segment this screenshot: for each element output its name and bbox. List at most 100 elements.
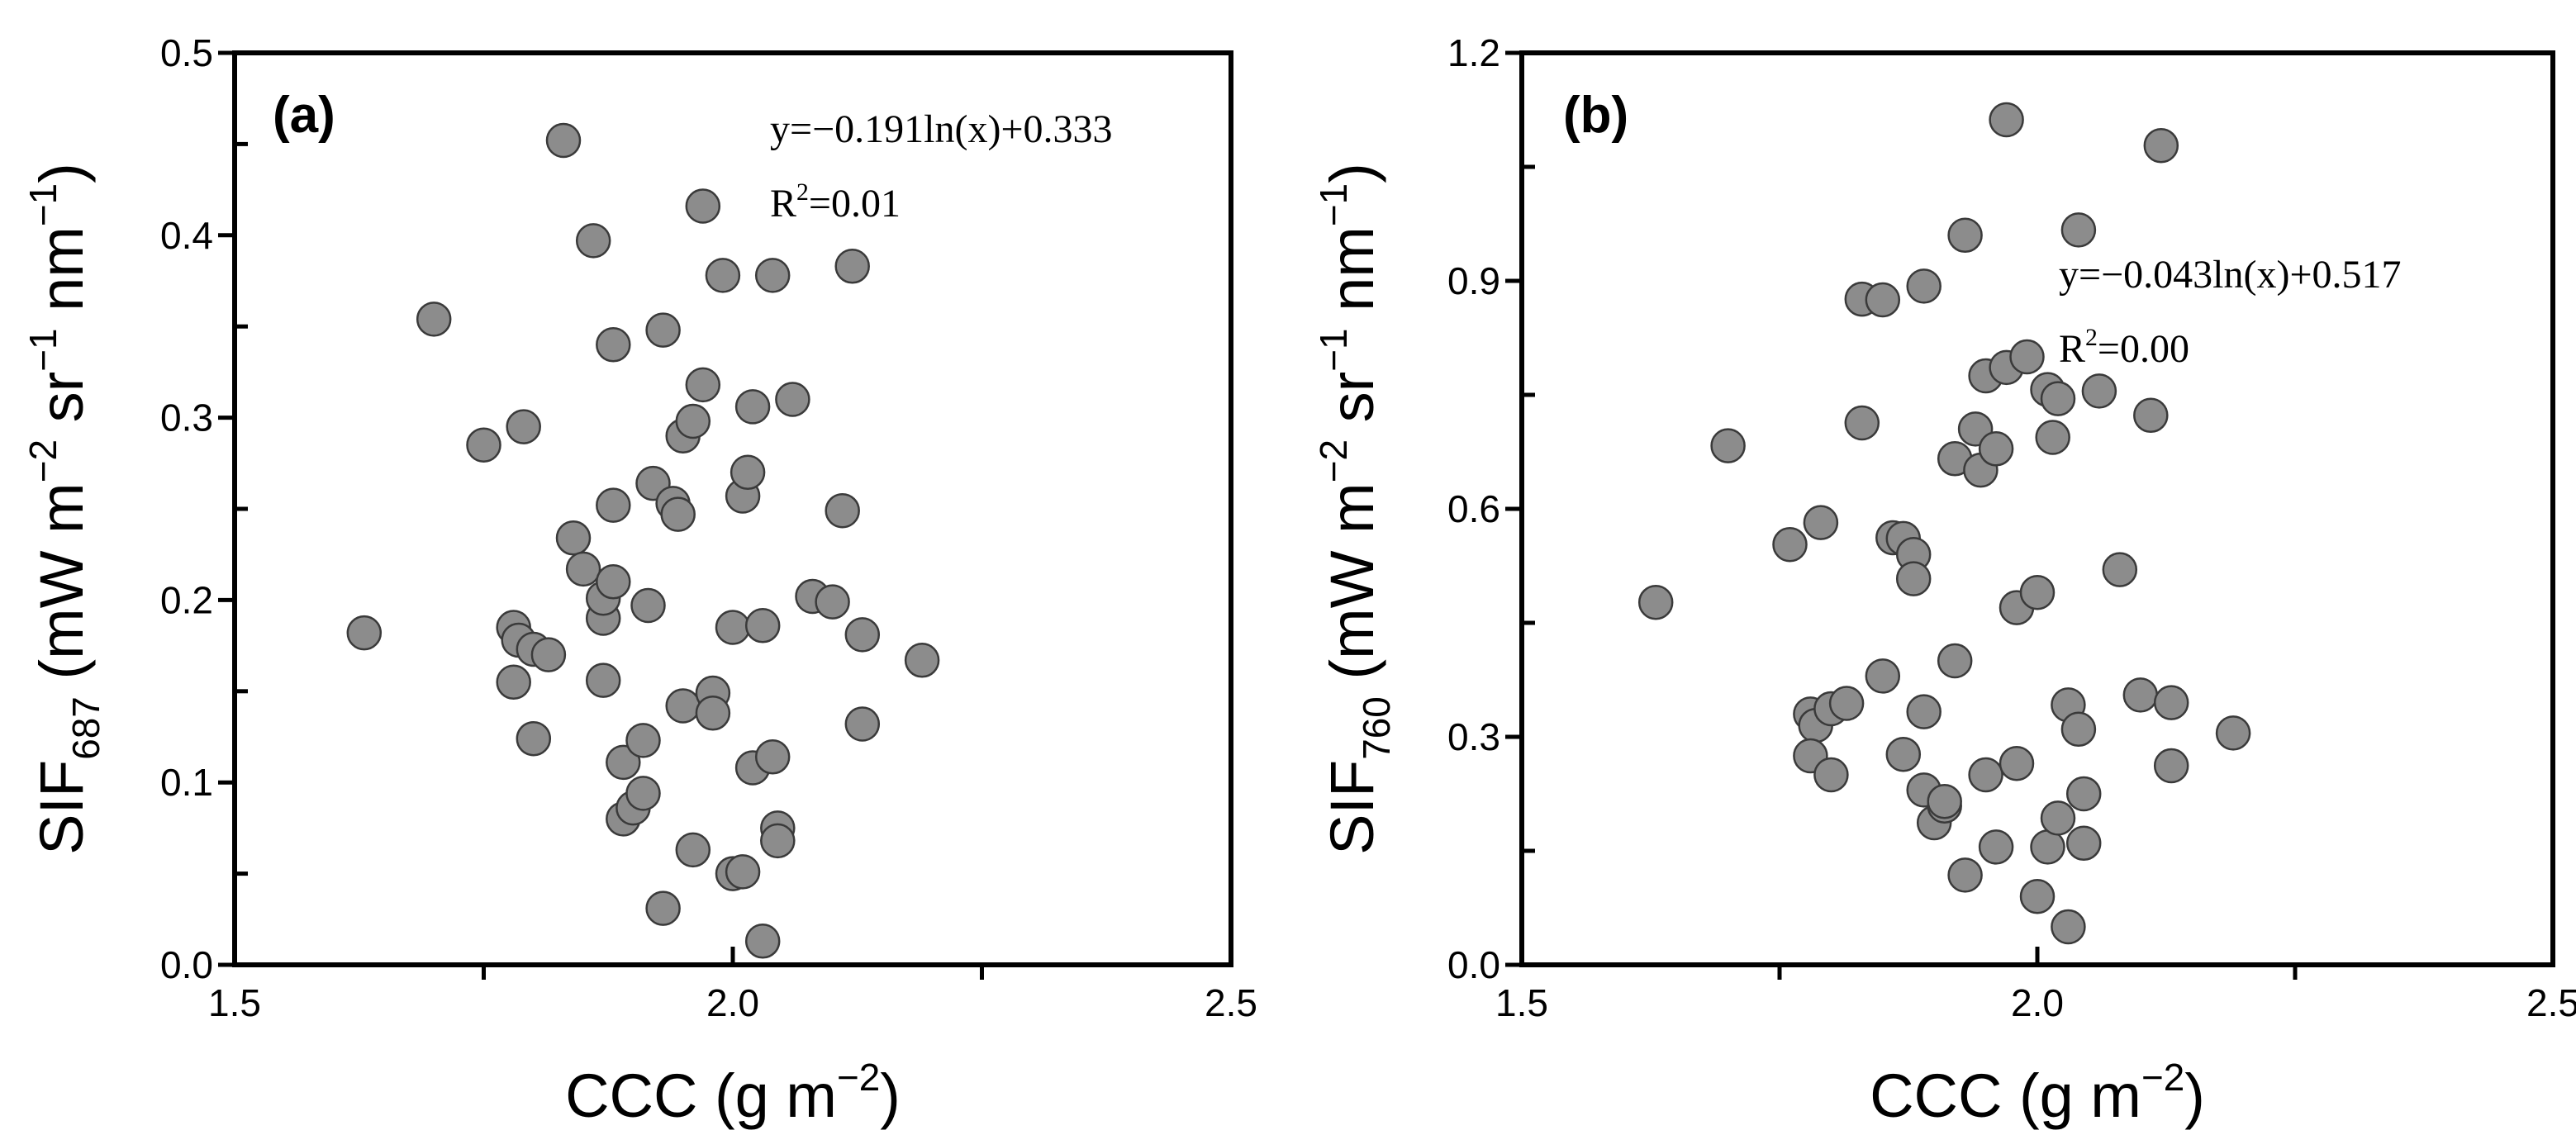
y-axis-title-main: SIF [1318, 760, 1386, 855]
scatter-point [466, 427, 501, 463]
r-squared-symbol: R [2059, 327, 2085, 371]
y-axis-title-subscript: 687 [64, 696, 107, 760]
y-axis-title-exponent: −2 [1312, 439, 1355, 482]
scatter-point [1803, 505, 1839, 540]
scatter-point [645, 890, 681, 926]
scatter-point [606, 744, 641, 781]
y-axis-title-unit: nm [27, 226, 96, 328]
scatter-point [1906, 694, 1942, 729]
scatter-point [2035, 420, 2070, 455]
scatter-point [904, 643, 940, 678]
scatter-point [555, 520, 592, 556]
r-squared-value: =0.00 [2098, 327, 2189, 371]
scatter-point [585, 662, 621, 698]
scatter-point [695, 696, 731, 731]
scatter-point [1844, 405, 1880, 441]
y-tick-label: 0.5 [160, 31, 213, 74]
scatter-point [675, 403, 711, 439]
scatter-point [685, 188, 721, 224]
y-tick-label: 0.2 [160, 578, 213, 621]
y-tick-label: 0.9 [1447, 259, 1500, 302]
r-squared: R2=0.00 [2059, 324, 2189, 371]
scatter-point [516, 720, 552, 757]
scatter-point [1710, 428, 1746, 463]
x-axis-title-base: CCC (g m [1870, 1061, 2141, 1130]
scatter-point [2133, 397, 2169, 434]
x-tick-label: 1.5 [208, 981, 261, 1024]
scatter-point [1927, 783, 1962, 819]
scatter-point [705, 258, 741, 293]
y-axis-title: SIF687 (mW m−2 sr−1 nm−1) [21, 163, 107, 855]
x-axis-title-close: ) [880, 1061, 901, 1130]
scatter-point [1885, 736, 1922, 772]
scatter-point [715, 610, 751, 645]
y-axis-title-exponent: −1 [1312, 328, 1355, 371]
y-axis-title-subscript: 760 [1355, 696, 1398, 760]
scatter-point [825, 492, 860, 529]
scatter-point [575, 223, 611, 259]
scatter-point [2060, 711, 2097, 748]
scatter-point [1828, 686, 1865, 721]
scatter-point [760, 823, 796, 859]
scatter-point [725, 854, 761, 890]
scatter-point [2153, 748, 2189, 784]
r-squared-exponent: 2 [2085, 324, 2098, 351]
y-axis-title-unit: (mW m [27, 482, 96, 696]
scatter-point [775, 382, 810, 417]
scatter-point [1813, 757, 1849, 793]
scatter-point [2060, 212, 2097, 248]
x-axis-title-close: ) [2184, 1061, 2205, 1130]
y-axis-title-unit: nm [1318, 226, 1386, 328]
panel-a: 1.5 2.0 2.5 0.0 0.1 0.2 0.3 0.4 0.5 (a) y=−0.191ln… [21, 31, 1257, 1130]
scatter-point [834, 249, 870, 284]
scatter-point [744, 608, 781, 643]
scatter-point [1978, 431, 2014, 467]
scatter-point [1999, 745, 2035, 781]
y-axis-title-main: SIF [27, 760, 96, 855]
y-axis-title-close: ) [27, 163, 96, 183]
panel-label: (a) [273, 87, 335, 144]
regression-equation: y=−0.191ln(x)+0.333 [770, 107, 1113, 151]
scatter-point [496, 664, 531, 700]
x-axis-title: CCC (g m−2) [1870, 1056, 2205, 1130]
scatter-point [844, 706, 881, 742]
y-axis-title-unit: sr [27, 372, 96, 439]
scatter-point [815, 584, 850, 620]
scatter-point [2019, 574, 2056, 610]
scatter-point [565, 551, 601, 587]
scatter-point [1895, 561, 1932, 596]
scatter-point [2153, 685, 2189, 720]
scatter-point [645, 312, 681, 348]
r-squared-value: =0.01 [809, 182, 901, 226]
r-squared: R2=0.01 [770, 178, 901, 226]
x-axis-title-exponent: −2 [837, 1056, 880, 1099]
scatter-point [2081, 373, 2117, 409]
scatter-point [596, 327, 631, 363]
scatter-point [665, 688, 701, 724]
x-tick-label: 2.5 [2526, 981, 2576, 1024]
y-axis-title: SIF760 (mW m−2 sr−1 nm−1) [1312, 163, 1398, 855]
scatter-point [2040, 800, 2076, 836]
scatter-point [1947, 217, 1983, 254]
scatter-point [596, 487, 631, 523]
scatter-point [625, 776, 661, 811]
scatter-point [2051, 909, 2086, 945]
x-axis-title: CCC (g m−2) [565, 1056, 901, 1130]
scatter-point [1637, 584, 1674, 620]
y-axis-title-close: ) [1318, 163, 1386, 183]
scatter-point [416, 302, 452, 337]
y-axis-title-unit: sr [1318, 372, 1386, 439]
scatter-point [685, 367, 721, 403]
scatter-point [2143, 127, 2179, 164]
y-tick-label: 0.0 [160, 943, 213, 986]
scatter-point [1989, 102, 2024, 138]
scatter-point [1865, 282, 1901, 318]
scatter-point [675, 832, 711, 868]
x-axis-title-base: CCC (g m [565, 1061, 837, 1130]
scatter-point [1906, 268, 1942, 304]
r-squared-symbol: R [770, 182, 796, 226]
plot-frame [1519, 50, 2555, 967]
y-axis-title-unit: (mW m [1318, 482, 1386, 696]
scatter-point [730, 454, 766, 491]
x-tick-label: 2.0 [706, 981, 759, 1024]
